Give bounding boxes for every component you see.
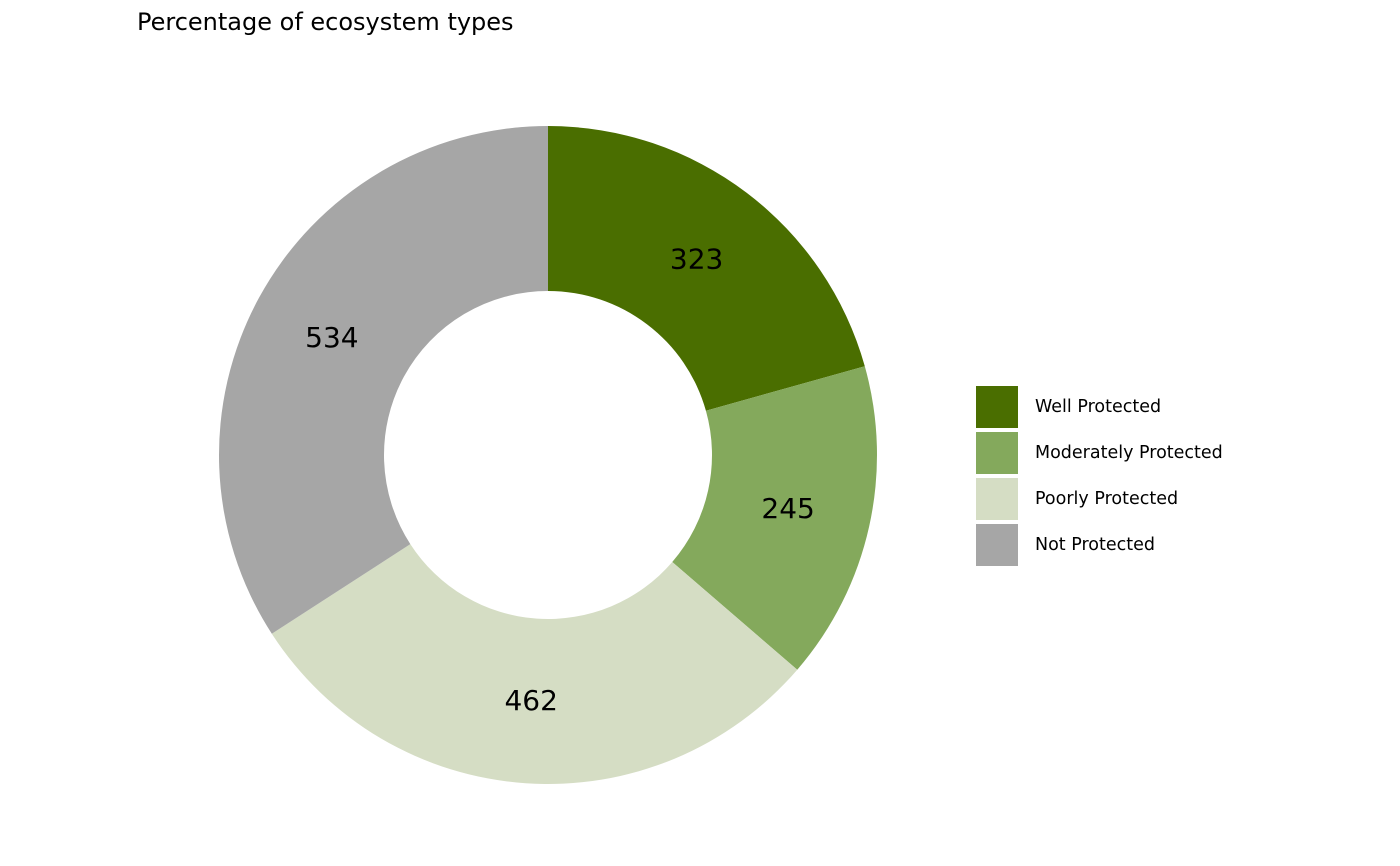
legend-item-poorly-protected: Poorly Protected xyxy=(976,476,1223,522)
slice-moderately-protected xyxy=(672,366,877,670)
data-label-poorly-protected: 462 xyxy=(504,684,557,717)
legend-item-moderately-protected: Moderately Protected xyxy=(976,430,1223,476)
slice-well-protected xyxy=(548,126,865,411)
legend-item-well-protected: Well Protected xyxy=(976,384,1223,430)
legend-label: Poorly Protected xyxy=(1035,489,1179,509)
slice-poorly-protected xyxy=(271,544,798,784)
data-label-well-protected: 323 xyxy=(670,242,723,275)
legend-swatch xyxy=(976,386,1018,428)
slice-not-protected xyxy=(218,125,548,634)
legend-label: Not Protected xyxy=(1035,535,1155,555)
data-label-moderately-protected: 245 xyxy=(761,492,814,525)
legend-label: Moderately Protected xyxy=(1035,443,1223,463)
data-label-not-protected: 534 xyxy=(305,321,358,354)
chart-title: Percentage of ecosystem types xyxy=(137,8,514,36)
legend-item-not-protected: Not Protected xyxy=(976,522,1223,568)
legend-label: Well Protected xyxy=(1035,397,1162,417)
legend-swatch xyxy=(976,432,1018,474)
legend-swatch xyxy=(976,524,1018,566)
legend-swatch xyxy=(976,478,1018,520)
legend: Well Protected Moderately Protected Poorly… xyxy=(976,384,1223,568)
